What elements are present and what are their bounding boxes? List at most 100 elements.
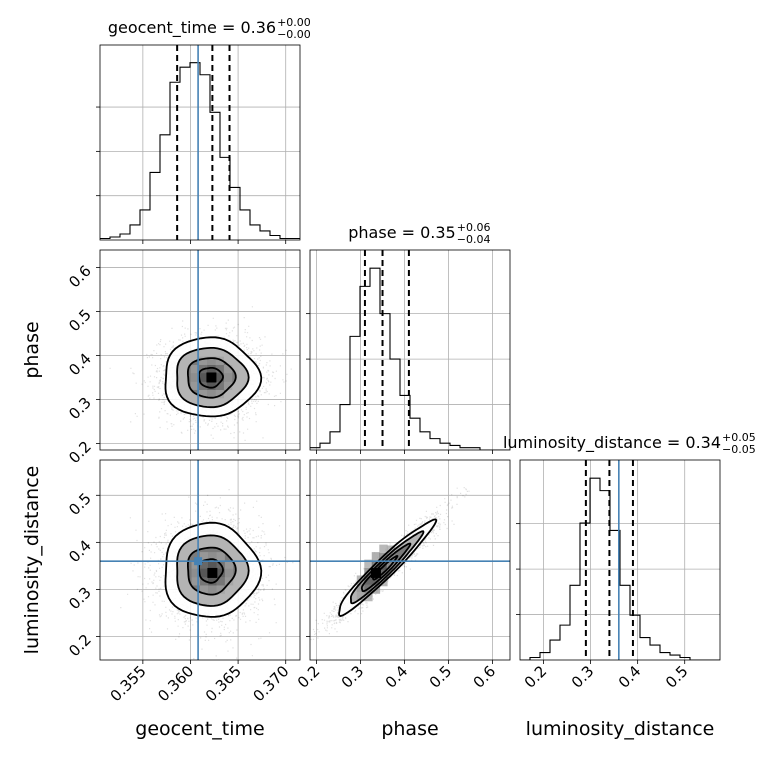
- density-bin: [215, 356, 224, 365]
- scatter-panel-geocent_time-luminosity_distance: [96, 459, 301, 664]
- title-sub: −0.04: [457, 233, 491, 246]
- hist-panel-phase: [306, 249, 511, 454]
- y-axis-label-phase: phase: [21, 321, 43, 378]
- panel-frame: [99, 44, 301, 241]
- density-bin: [364, 592, 373, 602]
- density-bin: [199, 568, 209, 578]
- x-axis-label-phase: phase: [381, 718, 438, 740]
- histogram-phase: [310, 267, 510, 450]
- x-tick-label: 0.3: [338, 662, 368, 692]
- density-bin: [190, 364, 199, 374]
- x-tick-label: 0.5: [662, 662, 692, 692]
- density-bin: [224, 560, 234, 569]
- title-sup: +0.05: [722, 431, 756, 444]
- x-tick-label: 0.5: [426, 662, 456, 692]
- y-tick-label: 0.3: [65, 584, 95, 614]
- density-peak: [207, 567, 218, 578]
- contour-line: [164, 336, 263, 418]
- contour-line: [176, 534, 250, 607]
- density-peak: [206, 372, 217, 383]
- panel-frame: [309, 459, 511, 661]
- y-tick-label: 0.5: [65, 489, 95, 519]
- y-tick-label: 0.2: [65, 631, 95, 661]
- density-bin: [191, 568, 200, 578]
- truth-marker: [194, 557, 203, 566]
- density-bin: [223, 373, 233, 382]
- title-sub: −0.00: [277, 28, 311, 41]
- title-geocent_time: geocent_time = 0.36: [108, 18, 276, 38]
- scatter-points: [109, 306, 292, 441]
- y-tick-label: 0.5: [65, 306, 95, 336]
- panel-frame: [309, 249, 511, 451]
- density-bin: [215, 364, 224, 374]
- scatter-panel-geocent_time-phase: [96, 249, 301, 454]
- density-bin: [208, 552, 217, 561]
- density-bin: [216, 585, 225, 594]
- contour-line: [164, 521, 263, 618]
- density-bin: [190, 381, 199, 390]
- density-bin: [199, 585, 209, 594]
- density-bin: [224, 577, 234, 586]
- x-axis-label-luminosity_distance: luminosity_distance: [526, 718, 715, 740]
- density-bin: [207, 356, 216, 365]
- density-bin: [224, 568, 234, 578]
- hist-panel-geocent_time: [96, 44, 301, 244]
- density-bin: [199, 552, 209, 561]
- density-bin: [207, 364, 216, 374]
- density-bin: [207, 381, 216, 390]
- panel-frame: [99, 249, 301, 451]
- title-phase: phase = 0.35: [348, 223, 455, 242]
- histogram-luminosity_distance: [520, 477, 720, 660]
- contour-line: [197, 367, 224, 389]
- title-sup: +0.00: [277, 16, 311, 29]
- text-layer: geocent_time = 0.36 +0.00−0.00 phase = 0.3…: [21, 16, 756, 740]
- density-bin: [208, 585, 217, 594]
- density-bin: [379, 544, 388, 553]
- density-bin: [208, 560, 217, 569]
- y-tick-label: 0.6: [65, 262, 95, 292]
- y-axis-label-luminosity_distance: luminosity_distance: [21, 466, 43, 655]
- x-tick-label: 0.4: [382, 662, 412, 692]
- histogram-geocent_time: [100, 62, 300, 240]
- x-tick-label: 0.4: [615, 662, 645, 692]
- title-luminosity_distance: luminosity_distance = 0.34: [503, 433, 721, 453]
- y-tick-label: 0.3: [65, 394, 95, 424]
- density-bin: [208, 577, 217, 586]
- density-bin: [364, 576, 373, 585]
- panel-frame: [519, 459, 721, 661]
- title-sup: +0.06: [457, 221, 491, 234]
- contour-line: [187, 546, 237, 596]
- density-bin: [215, 389, 224, 399]
- contour-line: [350, 530, 425, 605]
- title-sub: −0.05: [722, 443, 756, 456]
- contour-line: [176, 347, 250, 409]
- density-bin: [386, 553, 396, 563]
- density-bin: [198, 389, 208, 399]
- x-tick-label: 0.6: [470, 662, 500, 692]
- x-tick-label: 0.370: [249, 662, 292, 705]
- x-tick-label: 0.3: [568, 662, 598, 692]
- panels-layer: [96, 44, 721, 664]
- hist-panel-luminosity_distance: [516, 459, 721, 664]
- contour-line: [372, 554, 399, 581]
- x-tick-label: 0.355: [107, 662, 150, 705]
- density-bin: [198, 373, 208, 382]
- density-bin: [191, 577, 200, 586]
- density-bin: [223, 381, 233, 390]
- density-bin: [198, 356, 208, 365]
- density-bin: [207, 389, 216, 399]
- density-bin: [364, 559, 373, 568]
- y-tick-label: 0.2: [65, 438, 95, 468]
- density-bin: [223, 364, 233, 374]
- x-tick-label: 0.2: [294, 662, 324, 692]
- contour-line: [187, 357, 237, 399]
- contour-line: [338, 518, 438, 617]
- density-bin: [216, 568, 225, 578]
- x-axis-label-geocent_time: geocent_time: [135, 718, 264, 740]
- density-bin: [215, 373, 224, 382]
- x-tick-label: 0.2: [521, 662, 551, 692]
- y-tick-label: 0.4: [65, 350, 95, 380]
- density-bin: [216, 552, 225, 561]
- density-bin: [199, 560, 209, 569]
